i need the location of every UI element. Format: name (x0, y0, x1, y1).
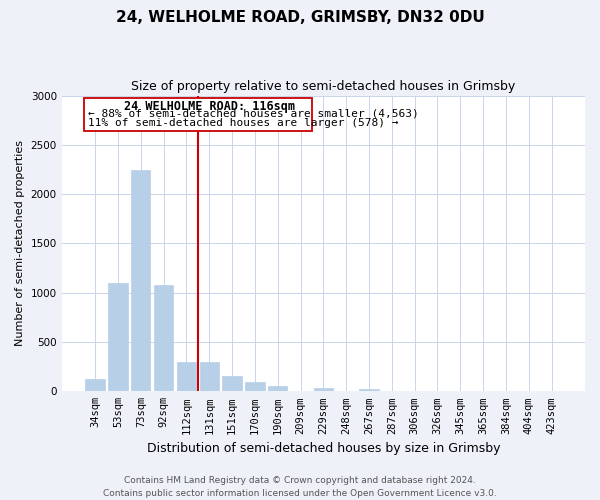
Bar (177, 362, 196, 392)
Bar (154, 285, 173, 392)
Text: ← 88% of semi-detached houses are smaller (4,563): ← 88% of semi-detached houses are smalle… (88, 108, 419, 118)
Bar (268, 386, 287, 392)
Bar (314, 388, 333, 392)
FancyBboxPatch shape (84, 98, 312, 131)
Text: 24, WELHOLME ROAD, GRIMSBY, DN32 0DU: 24, WELHOLME ROAD, GRIMSBY, DN32 0DU (116, 10, 484, 25)
Bar (85, 380, 105, 392)
Y-axis label: Number of semi-detached properties: Number of semi-detached properties (15, 140, 25, 346)
Text: 24 WELHOLME ROAD: 116sqm: 24 WELHOLME ROAD: 116sqm (124, 100, 295, 114)
Bar (359, 389, 379, 392)
Title: Size of property relative to semi-detached houses in Grimsby: Size of property relative to semi-detach… (131, 80, 515, 93)
Text: Contains HM Land Registry data © Crown copyright and database right 2024.
Contai: Contains HM Land Registry data © Crown c… (103, 476, 497, 498)
Bar (245, 382, 265, 392)
Bar (223, 376, 242, 392)
Text: 11% of semi-detached houses are larger (578) →: 11% of semi-detached houses are larger (… (88, 118, 399, 128)
Bar (131, 170, 151, 392)
X-axis label: Distribution of semi-detached houses by size in Grimsby: Distribution of semi-detached houses by … (146, 442, 500, 455)
Bar (108, 283, 128, 392)
Bar (200, 362, 219, 392)
